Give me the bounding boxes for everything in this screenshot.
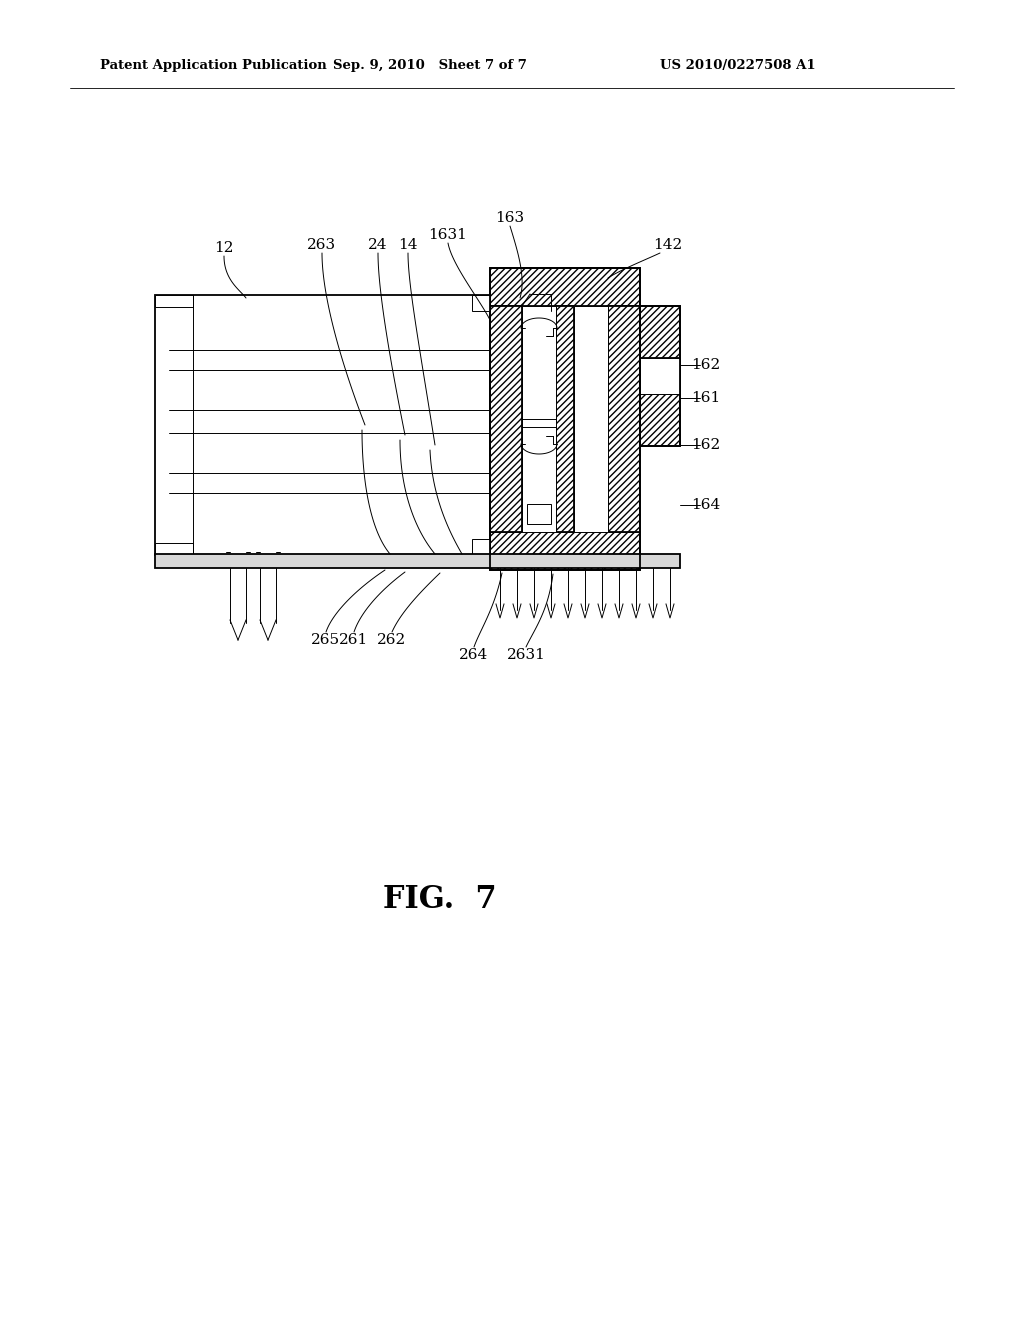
Text: 142: 142 <box>653 238 683 252</box>
Text: FIG.  7: FIG. 7 <box>383 884 497 916</box>
Bar <box>490 532 640 570</box>
Bar <box>640 306 680 446</box>
Text: 162: 162 <box>691 358 721 372</box>
Bar <box>472 539 490 554</box>
Text: 163: 163 <box>496 211 524 224</box>
Bar <box>472 294 490 312</box>
Text: 12: 12 <box>214 242 233 255</box>
Text: Sep. 9, 2010   Sheet 7 of 7: Sep. 9, 2010 Sheet 7 of 7 <box>333 58 527 71</box>
Bar <box>574 306 608 532</box>
Text: 161: 161 <box>691 391 721 405</box>
Bar <box>608 306 640 532</box>
Bar <box>155 294 193 308</box>
Bar <box>490 306 522 532</box>
Text: 265: 265 <box>311 634 341 647</box>
Text: 261: 261 <box>339 634 369 647</box>
Text: 264: 264 <box>460 648 488 663</box>
Bar <box>155 554 680 568</box>
Bar <box>522 306 556 532</box>
Text: 14: 14 <box>398 238 418 252</box>
Bar <box>640 306 680 358</box>
Text: 162: 162 <box>691 438 721 451</box>
Text: 262: 262 <box>378 634 407 647</box>
Bar <box>490 268 640 306</box>
Text: 2631: 2631 <box>507 648 546 663</box>
Text: US 2010/0227508 A1: US 2010/0227508 A1 <box>660 58 816 71</box>
Bar <box>640 358 680 393</box>
Text: 1631: 1631 <box>429 228 467 242</box>
Text: 164: 164 <box>691 498 721 512</box>
Bar <box>155 294 490 554</box>
Bar <box>490 268 640 570</box>
Bar <box>640 393 680 446</box>
Bar <box>527 504 551 524</box>
Text: 263: 263 <box>307 238 337 252</box>
Bar <box>155 543 193 554</box>
Text: 24: 24 <box>369 238 388 252</box>
Text: Patent Application Publication: Patent Application Publication <box>100 58 327 71</box>
Bar <box>556 306 574 532</box>
